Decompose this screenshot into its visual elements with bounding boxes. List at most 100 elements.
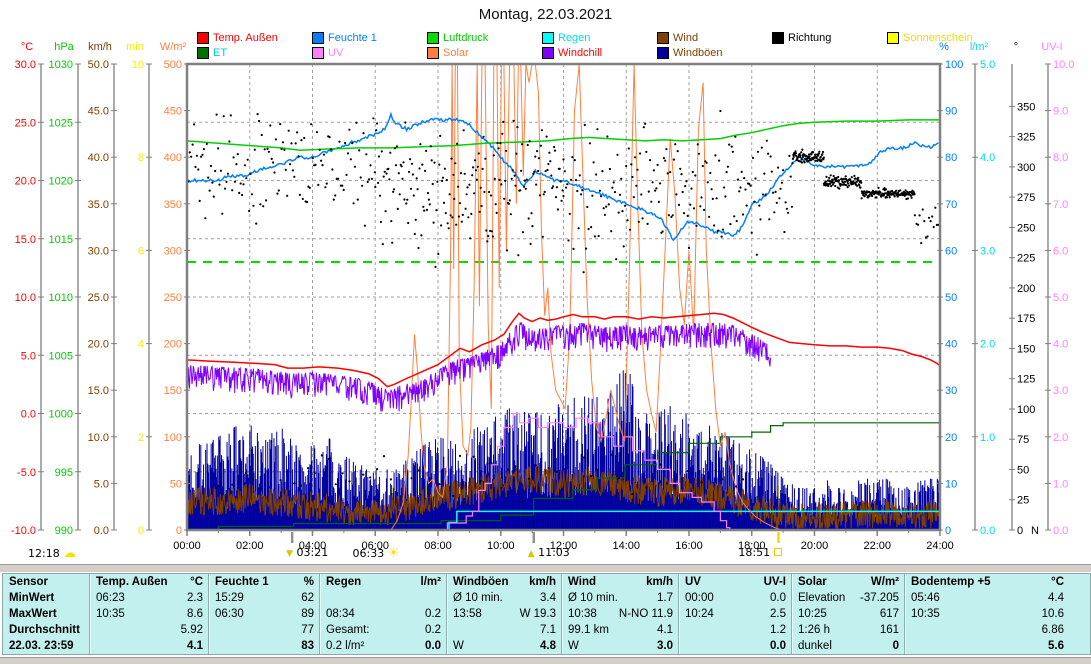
axis-wm2: W/m² 0 50 100 150 200 250 300 350 400 450 500 bbox=[160, 41, 190, 537]
event-annotation-03-21: ▼ 03:21 bbox=[286, 546, 329, 559]
legend-item-et: ET bbox=[197, 46, 227, 59]
svg-text:50: 50 bbox=[1017, 464, 1029, 476]
table-row-labels: Sensor MinWert MaxWert Durchschnitt 22.03. 2… bbox=[3, 574, 89, 654]
legend-item-wind: Wind bbox=[657, 31, 698, 44]
svg-text:5.0: 5.0 bbox=[94, 478, 109, 490]
axis-temp: °C -10.0 -5.0 0.0 5.0 10.0 15.0 20.0 25.0 30.0 bbox=[11, 41, 44, 537]
axis-deg: ° 0 N 25 50 75 100 125 150 175 200 225 250 275 300 325 3… bbox=[1009, 41, 1039, 537]
svg-text:6: 6 bbox=[138, 245, 144, 257]
event-annotation-18-51: 18:51 bbox=[738, 546, 782, 559]
svg-text:50.0: 50.0 bbox=[88, 59, 109, 71]
svg-text:250: 250 bbox=[164, 292, 182, 304]
svg-text:2.0: 2.0 bbox=[980, 339, 995, 351]
svg-text:45.0: 45.0 bbox=[88, 106, 109, 118]
axis-unit-kmh: km/h bbox=[88, 41, 112, 53]
svg-text:0.0: 0.0 bbox=[21, 409, 36, 421]
svg-text:30: 30 bbox=[945, 385, 957, 397]
svg-text:4: 4 bbox=[138, 339, 144, 351]
axis-unit-wm2: W/m² bbox=[160, 41, 187, 53]
svg-text:0: 0 bbox=[138, 525, 144, 537]
table-cell bbox=[320, 590, 446, 606]
series-solar bbox=[187, 63, 940, 531]
legend-item-feuchte-1: Feuchte 1 bbox=[312, 31, 377, 44]
table-cell: 7.1 bbox=[540, 624, 556, 636]
svg-text:70: 70 bbox=[945, 199, 957, 211]
svg-text:4.0: 4.0 bbox=[980, 152, 995, 164]
table-cell: 0.0 bbox=[770, 640, 786, 652]
svg-text:9.0: 9.0 bbox=[1053, 106, 1068, 118]
svg-text:80: 80 bbox=[945, 152, 957, 164]
table-cell: 13:58 W 19.3 bbox=[453, 608, 556, 620]
svg-text:35.0: 35.0 bbox=[88, 199, 109, 211]
x-tick-label: 08:00 bbox=[424, 540, 452, 552]
svg-text:100: 100 bbox=[164, 432, 182, 444]
table-cell: 10:38 N-NO 11.9 bbox=[568, 608, 673, 620]
axis-hpa: hPa 990 995 1000 1005 1010 1015 1020 1025 1030 bbox=[49, 41, 81, 537]
svg-text:20.0: 20.0 bbox=[88, 339, 109, 351]
table-cell: 4.1 bbox=[187, 640, 203, 652]
svg-text:150: 150 bbox=[1017, 343, 1035, 355]
table-col-windb-en: Windböen km/h Ø 10 min. 3.4 13:58 W 19.3 7.1 W 4… bbox=[446, 574, 561, 654]
axis-kmh: km/h 0.0 5.0 10.0 15.0 20.0 25.0 30.0 35.0 40.0 45… bbox=[88, 41, 117, 537]
svg-text:1000: 1000 bbox=[49, 409, 73, 421]
table-col-header: Temp. Außen °C bbox=[96, 576, 203, 588]
svg-text:15.0: 15.0 bbox=[88, 385, 109, 397]
table-col-header: Regen l/m² bbox=[326, 576, 441, 588]
axis-unit-min: min bbox=[126, 41, 144, 53]
svg-text:25.0: 25.0 bbox=[15, 117, 36, 129]
x-tick-label: 22:00 bbox=[863, 540, 891, 552]
table-row-label: 22.03. 23:59 bbox=[9, 640, 74, 652]
svg-text:25: 25 bbox=[1017, 495, 1029, 507]
weather-chart: °C-10.0-5.00.05.010.015.020.025.030.0hPa… bbox=[11, 41, 1075, 552]
svg-text:10.0: 10.0 bbox=[1053, 59, 1074, 71]
legend-label: Windchill bbox=[558, 46, 603, 59]
svg-text:N: N bbox=[1031, 525, 1039, 537]
x-tick-label: 16:00 bbox=[675, 540, 703, 552]
svg-text:1025: 1025 bbox=[49, 117, 73, 129]
svg-text:350: 350 bbox=[1017, 101, 1035, 113]
svg-text:100: 100 bbox=[1017, 404, 1035, 416]
table-cell: 5.6 bbox=[1048, 640, 1064, 652]
svg-text:15.0: 15.0 bbox=[15, 234, 36, 246]
x-tick-label: 04:00 bbox=[299, 540, 327, 552]
legend-label: Regen bbox=[558, 31, 591, 44]
table-cell: 1.2 bbox=[770, 624, 786, 636]
table-cell: 08:34 0.2 bbox=[326, 608, 441, 620]
axis-lm2: l/m² 0.0 1.0 2.0 3.0 4.0 5.0 bbox=[970, 41, 995, 537]
svg-text:40.0: 40.0 bbox=[88, 152, 109, 164]
event-annotation-11-03: ▲ 11:03 bbox=[527, 546, 570, 559]
x-tick-label: 00:00 bbox=[173, 540, 201, 552]
x-tick-label: 12:00 bbox=[550, 540, 578, 552]
legend-swatch-icon bbox=[427, 46, 439, 59]
svg-text:200: 200 bbox=[164, 339, 182, 351]
legend-item-richtung: Richtung bbox=[772, 31, 831, 44]
x-axis: 00:00 02:00 04:00 06:00 08:00 10:00 12:00 14:00… bbox=[173, 530, 954, 552]
table-cell: 5.92 bbox=[180, 624, 203, 636]
axis-pct: % 0 10 20 30 40 50 60 70 80 90 100 bbox=[937, 41, 963, 537]
svg-text:8: 8 bbox=[138, 152, 144, 164]
axis-unit-pct: % bbox=[939, 41, 949, 53]
legend-swatch-icon bbox=[772, 31, 784, 44]
table-cell: 06:30 89 bbox=[215, 608, 314, 620]
event-marker bbox=[777, 532, 780, 543]
series-richtung bbox=[185, 109, 940, 503]
table-col-header: Solar W/m² bbox=[798, 576, 899, 588]
svg-text:3.0: 3.0 bbox=[1053, 385, 1068, 397]
legend-label: Solar bbox=[443, 46, 469, 59]
table-col-header: Wind km/h bbox=[568, 576, 673, 588]
legend-item-windchill: Windchill bbox=[542, 46, 602, 59]
table-cell: W 4.8 bbox=[453, 640, 556, 652]
svg-text:5.0: 5.0 bbox=[21, 350, 36, 362]
svg-text:40: 40 bbox=[945, 339, 957, 351]
legend-swatch-icon bbox=[542, 31, 554, 44]
legend-item-regen: Regen bbox=[542, 31, 590, 44]
x-tick-label: 14:00 bbox=[612, 540, 640, 552]
svg-text:125: 125 bbox=[1017, 374, 1035, 386]
axis-unit-temp: °C bbox=[21, 41, 33, 53]
series-feuchte bbox=[186, 111, 939, 242]
svg-text:20: 20 bbox=[945, 432, 957, 444]
table-cell: Ø 10 min. 1.7 bbox=[568, 592, 673, 604]
table-col-header: Feuchte 1% bbox=[215, 576, 314, 588]
svg-text:300: 300 bbox=[1017, 162, 1035, 174]
table-cell: 1:26 h 161 bbox=[798, 624, 899, 636]
